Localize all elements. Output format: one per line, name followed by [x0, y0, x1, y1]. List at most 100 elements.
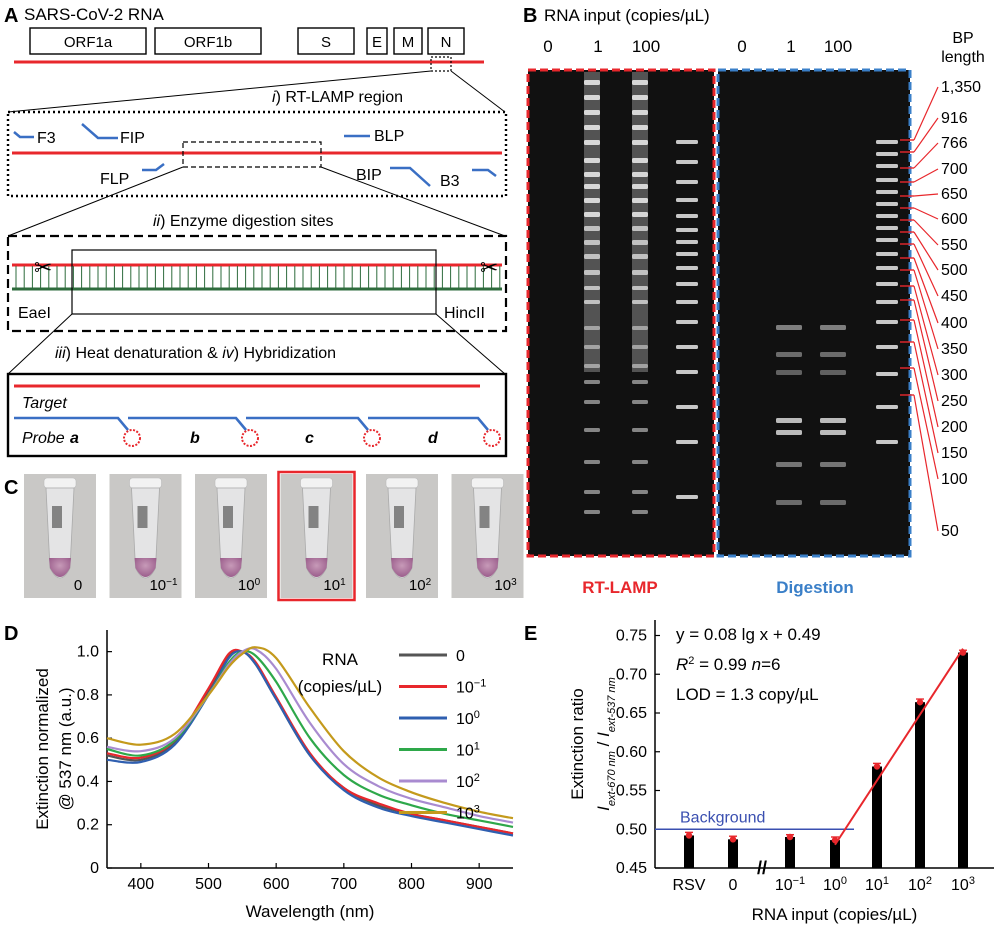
lamp-band — [632, 400, 648, 404]
tube-row: 0 10−1 100 101 102 103 — [24, 470, 524, 602]
x-tick-label: 900 — [466, 876, 493, 893]
x-tick-label-6: 103 — [951, 875, 975, 894]
lamp-band — [632, 80, 648, 85]
gene-label-s: S — [321, 34, 331, 51]
probe-label: Probe — [22, 430, 65, 447]
lane-label-right-0: 0 — [737, 37, 746, 56]
ladder-band-left — [676, 320, 698, 324]
legend-title-line1: RNA — [322, 650, 359, 669]
lamp-band — [632, 110, 648, 115]
bp-connector — [913, 207, 939, 220]
legend-label-4: 102 — [456, 772, 480, 791]
primer-label-blp: BLP — [374, 128, 404, 145]
bp-label: 200 — [941, 419, 968, 436]
panel-e: E 0.45 0.50 0.55 0.60 0.65 0.70 0.75 Background… — [524, 620, 994, 924]
ladder-band-left — [676, 214, 698, 218]
digestion-band — [776, 500, 802, 505]
bp-label: 450 — [941, 288, 968, 305]
bp-connector — [913, 193, 939, 197]
primer-fip-mark — [81, 123, 118, 140]
lamp-band — [632, 240, 648, 245]
bp-label: 300 — [941, 367, 968, 384]
digestion-band — [776, 462, 802, 467]
primer-b3-mark — [472, 168, 497, 177]
equation-text: y = 0.08 lg x + 0.49 — [676, 625, 821, 644]
lamp-band — [632, 184, 648, 189]
ladder-band-left — [676, 160, 698, 164]
legend-label-4-exp: 2 — [474, 772, 480, 784]
lamp-band — [632, 286, 648, 290]
x-tick-label: 400 — [127, 876, 154, 893]
probe-d-strand — [368, 416, 489, 431]
lane-label-right-100: 100 — [824, 37, 852, 56]
lamp-band — [584, 212, 600, 217]
y-axis-label-main: Extinction ratio — [568, 688, 587, 800]
lamp-band — [584, 380, 600, 384]
ladder-band-left — [676, 300, 698, 304]
spectrum-line-4 — [106, 647, 514, 824]
ladder-band-right — [876, 252, 898, 256]
ladder-band-right — [876, 226, 898, 230]
lamp-band — [584, 125, 600, 130]
lamp-band — [632, 460, 648, 464]
panel-a-label: A — [4, 5, 18, 27]
gel-bands — [584, 72, 898, 514]
bp-ladder-labels: 1,350 916 766 700 650 600 550 500 450 400 350 300 25… — [941, 79, 981, 540]
y-tick-label: 0.75 — [616, 628, 647, 645]
x-axis-label: RNA input (copies/µL) — [752, 905, 918, 924]
ladder-band-right — [876, 190, 898, 194]
lod-text: LOD = 1.3 copy/µL — [676, 685, 819, 704]
x-tick-label: 800 — [398, 876, 425, 893]
lamp-band — [584, 286, 600, 290]
digestion-band — [820, 370, 846, 375]
dsdna-rungs — [15, 266, 501, 288]
bp-label: 400 — [941, 315, 968, 332]
bp-header-line1: BP — [952, 30, 973, 47]
bp-label: 50 — [941, 523, 959, 540]
tube-liquid — [220, 558, 242, 577]
data-point-1 — [729, 836, 737, 843]
lamp-band — [584, 184, 600, 189]
digestion-band — [820, 462, 846, 467]
lamp-band — [584, 140, 600, 145]
legend-label-3-base: 10 — [456, 743, 474, 760]
lamp-band — [584, 172, 600, 177]
bp-label: 700 — [941, 161, 968, 178]
bp-label: 550 — [941, 237, 968, 254]
lamp-band — [632, 125, 648, 130]
bp-label: 766 — [941, 135, 968, 152]
digestion-band — [820, 352, 846, 357]
ratio-i2: I — [594, 732, 613, 737]
lamp-smear — [632, 72, 648, 372]
ratio-den: ext-537 nm — [606, 677, 618, 732]
ladder-band-right — [876, 178, 898, 182]
x-tick-label-2-base: 10 — [775, 877, 793, 894]
tube-label-1-exp: −1 — [166, 577, 178, 588]
scissors-right-icon: ✂ — [480, 255, 498, 280]
probe-strands — [14, 416, 489, 431]
enzyme-label-hincii: HincII — [444, 305, 485, 322]
spectra-chart: 0 0.2 0.4 0.6 0.8 1.0 400 500 600 700 800 900 Wavele… — [33, 630, 514, 921]
gel-right-background — [718, 70, 910, 556]
y-tick-label: 0.2 — [77, 817, 99, 834]
lane-label-left-0: 0 — [543, 37, 552, 56]
probe-region-box — [71, 249, 437, 315]
n-value: =6 — [761, 655, 780, 674]
ladder-band-right — [876, 405, 898, 409]
target-label: Target — [22, 395, 67, 412]
bp-label: 100 — [941, 471, 968, 488]
tube-label-5: 103 — [494, 577, 517, 595]
x-tick-label-6-exp: 3 — [969, 875, 975, 887]
ratio-num: ext-670 nm — [606, 751, 618, 806]
gene-label-orf1a: ORF1a — [64, 34, 113, 51]
data-point-2 — [786, 833, 794, 841]
probe-a-strand — [14, 416, 129, 431]
gene-label-n: N — [441, 34, 452, 51]
nanoparticle-a — [123, 429, 141, 447]
bar-1 — [728, 839, 738, 868]
ladder-band-left — [676, 440, 698, 444]
bp-label: 916 — [941, 110, 968, 127]
tube-liquid — [134, 558, 157, 577]
ladder-band-right — [876, 164, 898, 168]
bp-connector — [913, 142, 939, 169]
